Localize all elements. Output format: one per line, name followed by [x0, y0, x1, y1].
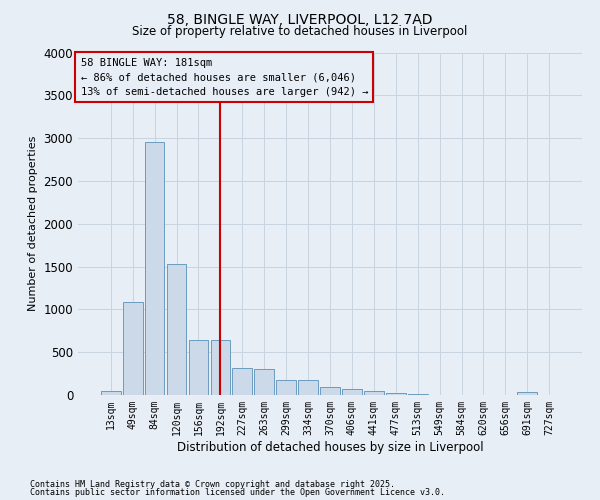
Bar: [386, 394, 406, 395]
Bar: [188, 340, 208, 395]
Text: Contains HM Land Registry data © Crown copyright and database right 2025.: Contains HM Land Registry data © Crown c…: [30, 480, 395, 489]
Bar: [167, 264, 187, 395]
Y-axis label: Number of detached properties: Number of detached properties: [28, 136, 38, 312]
Bar: [320, 388, 340, 395]
Bar: [517, 392, 537, 395]
Text: Size of property relative to detached houses in Liverpool: Size of property relative to detached ho…: [133, 25, 467, 38]
Bar: [298, 380, 318, 395]
Bar: [123, 302, 143, 395]
Bar: [276, 380, 296, 395]
Bar: [408, 394, 428, 395]
Bar: [211, 340, 230, 395]
X-axis label: Distribution of detached houses by size in Liverpool: Distribution of detached houses by size …: [176, 440, 484, 454]
Bar: [101, 390, 121, 395]
Text: 58 BINGLE WAY: 181sqm
← 86% of detached houses are smaller (6,046)
13% of semi-d: 58 BINGLE WAY: 181sqm ← 86% of detached …: [80, 58, 368, 97]
Bar: [232, 368, 252, 395]
Bar: [342, 388, 362, 395]
Bar: [145, 142, 164, 395]
Text: Contains public sector information licensed under the Open Government Licence v3: Contains public sector information licen…: [30, 488, 445, 497]
Bar: [254, 370, 274, 395]
Text: 58, BINGLE WAY, LIVERPOOL, L12 7AD: 58, BINGLE WAY, LIVERPOOL, L12 7AD: [167, 12, 433, 26]
Bar: [364, 391, 384, 395]
